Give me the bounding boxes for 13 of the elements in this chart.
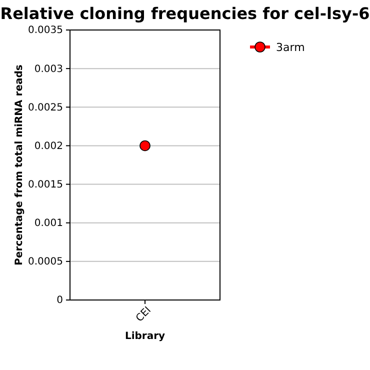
y-tick-label: 0.0035: [28, 25, 63, 36]
chart-title: Relative cloning frequencies for cel-lsy-6: [0, 4, 370, 23]
y-tick-label: 0.003: [34, 64, 63, 75]
y-tick-label: 0.0015: [28, 179, 63, 190]
legend-label: 3arm: [276, 41, 305, 54]
y-tick-label: 0.0005: [28, 256, 63, 268]
y-tick-label: 0: [56, 295, 63, 306]
y-tick-label: 0.0025: [28, 102, 63, 114]
y-tick-label: 0.001: [34, 218, 63, 230]
x-tick-label: CEI: [134, 304, 154, 324]
y-axis-title: Percentage from total miRNA reads: [14, 64, 25, 266]
x-axis-title: Library: [124, 331, 166, 342]
y-tick-label: 0.002: [34, 140, 63, 152]
